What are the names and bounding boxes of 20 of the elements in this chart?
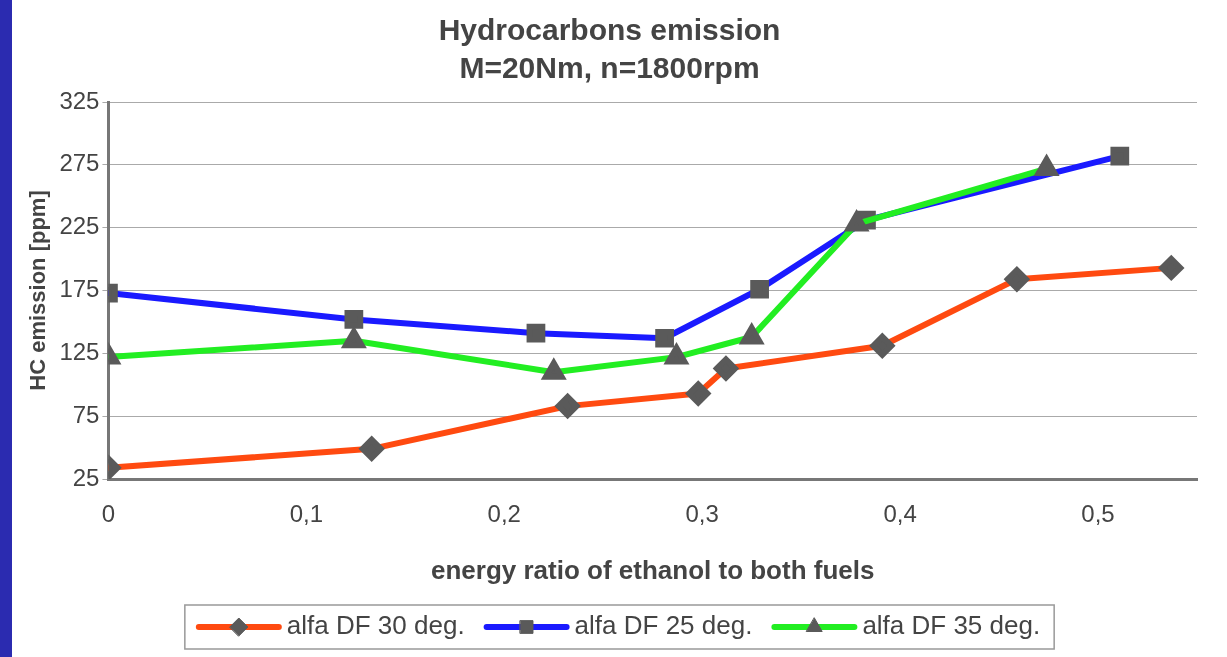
y-axis-title: HC emission [ppm] — [25, 190, 51, 391]
x-tick-label: 0,4 — [883, 500, 917, 528]
chart-title: Hydrocarbons emission — [438, 13, 781, 47]
y-tick-label: 275 — [59, 149, 100, 177]
x-tick-label: 0,1 — [289, 500, 324, 528]
x-axis-title: energy ratio of ethanol to both fuels — [430, 554, 875, 585]
y-tick-label: 175 — [59, 275, 100, 303]
legend-label: alfa DF 25 deg. — [574, 610, 753, 641]
y-tick-label: 225 — [59, 212, 100, 240]
x-tick-label: 0 — [101, 500, 116, 528]
y-tick-label: 25 — [72, 463, 100, 491]
legend-label: alfa DF 35 deg. — [862, 610, 1041, 641]
x-tick-label: 0,2 — [487, 500, 521, 528]
x-tick-label: 0,5 — [1081, 500, 1115, 528]
y-tick-label: 125 — [59, 337, 100, 365]
chart-subtitle: M=20Nm, n=1800rpm — [459, 51, 760, 85]
y-tick-label: 75 — [72, 400, 100, 428]
x-tick-label: 0,3 — [685, 500, 719, 528]
y-tick-label: 325 — [59, 86, 100, 114]
legend-label: alfa DF 30 deg. — [286, 610, 465, 641]
